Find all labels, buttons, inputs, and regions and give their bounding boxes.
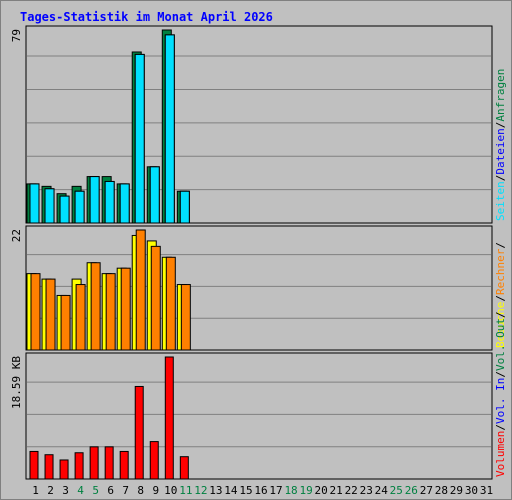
kbytes-legend-item-1: /	[494, 424, 507, 431]
kbytes-panel-bar-volumen-day-11	[179, 456, 189, 480]
x-tick-label-day-24: 24	[375, 484, 389, 497]
x-tick-label-day-2: 2	[47, 484, 54, 497]
hits-panel-bar-seiten-day-3	[59, 195, 70, 224]
kbytes-legend-item-2: Vol. In	[494, 378, 507, 424]
x-tick-label-day-1: 1	[32, 484, 39, 497]
hits-panel-bar-seiten-day-4	[74, 190, 85, 224]
hits-panel-bar-seiten-day-5	[89, 176, 100, 224]
visits-legend-item-1: /	[494, 295, 507, 302]
kbytes-panel-bar-volumen-day-2	[44, 454, 54, 480]
x-tick-label-day-31: 31	[480, 484, 493, 497]
visits-panel-bar-rechner-day-3	[60, 294, 71, 351]
x-tick-label-day-23: 23	[360, 484, 373, 497]
x-tick-label-day-21: 21	[330, 484, 343, 497]
kbytes-legend-item-0: Volumen	[494, 431, 507, 477]
visits-legend-item-0: Besuche	[494, 302, 507, 348]
x-tick-label-day-14: 14	[224, 484, 238, 497]
x-tick-label-day-17: 17	[269, 484, 282, 497]
x-tick-label-day-30: 30	[465, 484, 478, 497]
x-tick-label-day-20: 20	[315, 484, 328, 497]
chart-title: Tages-Statistik im Monat April 2026	[20, 10, 273, 24]
x-tick-label-day-28: 28	[435, 484, 448, 497]
kbytes-panel-bar-volumen-day-7	[119, 450, 129, 480]
kbytes-panel-ymax-label: 18.59 KB	[10, 356, 23, 409]
hits-panel-bar-seiten-day-10	[164, 34, 175, 224]
visits-panel-bar-rechner-day-7	[120, 267, 131, 351]
kbytes-panel-area	[25, 352, 493, 480]
hits-panel-bar-seiten-day-8	[134, 53, 145, 224]
kbytes-panel-bar-volumen-day-10	[164, 356, 174, 480]
x-tick-label-day-29: 29	[450, 484, 463, 497]
x-tick-label-day-4: 4	[77, 484, 84, 497]
kbytes-panel-bar-volumen-day-6	[104, 446, 114, 480]
hits-panel-bar-seiten-day-7	[119, 183, 130, 224]
x-tick-label-day-9: 9	[152, 484, 159, 497]
x-tick-label-day-27: 27	[420, 484, 433, 497]
hits-panel-bar-seiten-day-6	[104, 180, 115, 224]
kbytes-panel-bar-volumen-day-4	[74, 452, 84, 480]
x-tick-label-day-6: 6	[107, 484, 114, 497]
x-tick-label-day-10: 10	[164, 484, 177, 497]
hits-legend: Seiten/Dateien/Anfragen	[494, 69, 507, 221]
kbytes-panel-bar-volumen-day-1	[29, 450, 39, 480]
visits-panel-bar-rechner-day-2	[45, 278, 56, 351]
visits-legend-item-3: /	[494, 242, 507, 249]
kbytes-panel-bar-volumen-day-8	[134, 385, 144, 480]
hits-panel-bar-seiten-day-11	[179, 190, 190, 224]
hits-panel-ymax-label: 79	[10, 29, 23, 42]
visits-panel-bar-rechner-day-4	[75, 284, 86, 351]
hits-legend-item-3: /	[494, 122, 507, 129]
kbytes-legend: Volumen/Vol. In/Vol. Out/	[494, 311, 507, 477]
hits-legend-item-4: Anfragen	[494, 69, 507, 122]
kbytes-panel-bar-volumen-day-5	[89, 446, 99, 480]
hits-panel-bar-seiten-day-9	[149, 166, 160, 224]
x-tick-label-day-16: 16	[254, 484, 267, 497]
x-tick-label-day-7: 7	[122, 484, 129, 497]
visits-panel-bar-rechner-day-10	[165, 256, 176, 351]
hits-panel-bar-seiten-day-1	[29, 183, 40, 224]
visits-legend-item-2: Rechner	[494, 248, 507, 295]
x-tick-label-day-8: 8	[137, 484, 144, 497]
x-tick-label-day-25: 25	[390, 484, 403, 497]
kbytes-panel-bar-volumen-day-3	[59, 459, 69, 480]
hits-legend-item-0: Seiten	[494, 181, 507, 221]
visits-panel-bar-rechner-day-5	[90, 262, 101, 351]
visits-panel-ymax-label: 22	[10, 229, 23, 242]
kbytes-legend-item-5: /	[494, 311, 507, 318]
x-tick-label-day-19: 19	[299, 484, 312, 497]
hits-legend-item-2: Dateien	[494, 128, 507, 174]
hits-panel-bar-seiten-day-2	[44, 188, 55, 224]
kbytes-panel-bar-volumen-day-9	[149, 441, 159, 480]
x-tick-label-day-26: 26	[405, 484, 418, 497]
x-tick-label-day-18: 18	[284, 484, 297, 497]
x-tick-label-day-13: 13	[209, 484, 222, 497]
visits-panel-bar-rechner-day-9	[150, 245, 161, 351]
x-tick-label-day-15: 15	[239, 484, 252, 497]
x-tick-label-day-3: 3	[62, 484, 69, 497]
visits-panel-bar-rechner-day-1	[30, 273, 41, 351]
x-tick-label-day-22: 22	[345, 484, 358, 497]
x-tick-label-day-12: 12	[194, 484, 207, 497]
visits-legend: Besuche/Rechner/	[494, 242, 507, 348]
visits-panel-bar-rechner-day-8	[135, 229, 146, 351]
visits-panel-bar-rechner-day-6	[105, 273, 116, 351]
x-tick-label-day-5: 5	[92, 484, 99, 497]
visits-panel-bar-rechner-day-11	[180, 284, 191, 351]
hits-legend-item-1: /	[494, 175, 507, 182]
kbytes-legend-item-3: /	[494, 371, 507, 378]
kbytes-legend-item-4: Vol. Out	[494, 318, 507, 371]
x-tick-label-day-11: 11	[179, 484, 192, 497]
